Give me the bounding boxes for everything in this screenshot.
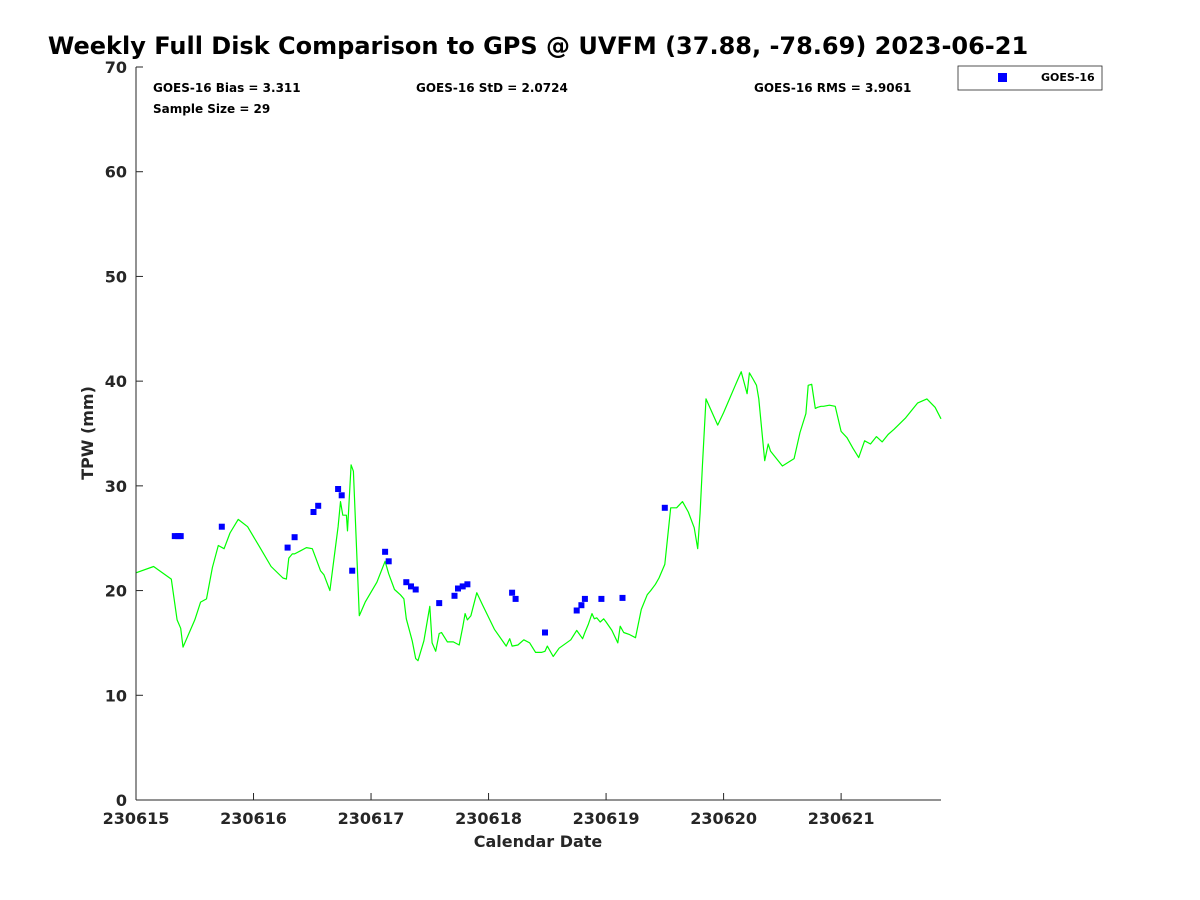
data-point-goes16 (581, 595, 588, 602)
y-tick-label: 60 (105, 163, 127, 182)
y-tick-label: 50 (105, 267, 127, 286)
data-point-goes16 (218, 523, 225, 530)
x-axis-label: Calendar Date (474, 832, 603, 851)
series-line-gps (135, 371, 942, 662)
data-point-goes16 (338, 492, 345, 499)
y-tick-label: 40 (105, 372, 127, 391)
data-point-goes16 (455, 585, 461, 592)
data-point-goes16 (382, 548, 389, 555)
x-tick-label: 230615 (103, 809, 170, 828)
y-tick-label: 0 (116, 791, 127, 810)
data-point-goes16 (315, 502, 322, 509)
x-tick-label: 230616 (220, 809, 287, 828)
data-point-goes16 (408, 583, 414, 590)
data-point-goes16 (177, 533, 184, 540)
y-ticks: 0 10 20 30 40 50 60 70 (105, 58, 143, 810)
x-tick-label: 230619 (573, 809, 640, 828)
x-ticks: 230615 230616 230617 230618 230619 230620 2306… (103, 793, 875, 828)
x-tick-label: 230617 (338, 809, 405, 828)
data-point-goes16 (598, 595, 605, 602)
y-tick-label: 30 (105, 477, 127, 496)
data-point-goes16 (412, 586, 419, 593)
chart-title: Weekly Full Disk Comparison to GPS @ UVF… (48, 32, 1028, 60)
data-point-goes16 (578, 602, 585, 609)
legend-marker-goes16 (998, 73, 1007, 82)
y-tick-label: 70 (105, 58, 127, 77)
data-point-goes16 (573, 607, 580, 614)
data-point-goes16 (512, 595, 519, 602)
data-point-goes16 (661, 504, 668, 511)
y-tick-label: 20 (105, 582, 127, 601)
data-point-goes16 (459, 583, 466, 590)
x-tick-label: 230618 (455, 809, 522, 828)
data-point-goes16 (451, 592, 458, 599)
data-point-goes16 (542, 629, 548, 636)
stat-std: GOES-16 StD = 2.0724 (416, 81, 568, 95)
legend-label-goes16: GOES-16 (1041, 71, 1095, 84)
axes (135, 67, 941, 801)
legend-box (957, 65, 1103, 91)
stat-sample-size: Sample Size = 29 (153, 102, 270, 116)
x-tick-label: 230620 (690, 809, 757, 828)
data-point-goes16 (171, 533, 178, 540)
data-point-goes16 (385, 558, 392, 565)
stat-bias: GOES-16 Bias = 3.311 (153, 81, 301, 95)
legend: GOES-16 (957, 65, 1103, 91)
data-point-goes16 (335, 486, 342, 492)
data-point-goes16 (310, 509, 317, 515)
data-point-goes16 (436, 600, 443, 607)
x-tick-label: 230621 (808, 809, 875, 828)
data-point-goes16 (403, 579, 410, 586)
data-point-goes16 (284, 544, 291, 551)
data-point-goes16 (291, 534, 298, 541)
y-tick-label: 10 (105, 686, 127, 705)
data-point-goes16 (349, 567, 356, 574)
y-axis-label: TPW (mm) (78, 386, 97, 480)
stat-rms: GOES-16 RMS = 3.9061 (754, 81, 911, 95)
data-point-goes16 (509, 589, 516, 596)
data-point-goes16 (619, 594, 626, 601)
plot-area (135, 371, 942, 662)
data-point-goes16 (464, 581, 471, 588)
